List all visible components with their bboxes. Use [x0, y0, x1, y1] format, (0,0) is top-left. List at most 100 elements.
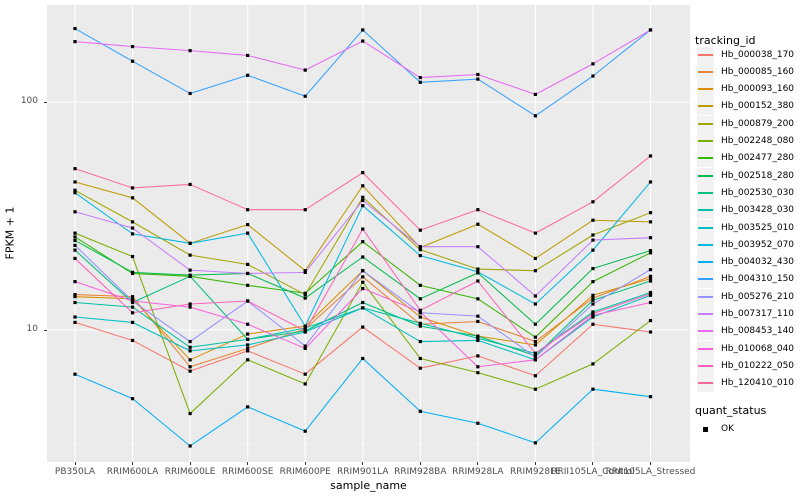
legend-key [697, 202, 714, 220]
data-point [73, 280, 77, 284]
data-point [476, 354, 480, 358]
data-point [476, 371, 480, 375]
legend-item-label: Hb_002518_280 [721, 170, 795, 181]
data-point [130, 254, 135, 259]
data-point [591, 387, 595, 391]
legend-key [697, 254, 714, 272]
data-point [591, 302, 595, 306]
data-point [418, 310, 422, 314]
data-point [246, 222, 250, 227]
data-point [303, 429, 307, 433]
legend-key-line [698, 313, 713, 315]
data-point [591, 62, 595, 66]
data-point [533, 92, 537, 96]
data-point [130, 305, 135, 309]
data-point [418, 409, 422, 413]
data-point [303, 346, 307, 351]
legend-key-line [698, 364, 713, 367]
data-point [73, 191, 77, 195]
data-point [361, 280, 365, 284]
data-point [591, 293, 595, 297]
legend-key [697, 271, 714, 289]
legend-key-line [698, 295, 713, 298]
data-point [418, 248, 422, 252]
legend-key [697, 46, 714, 64]
data-point [246, 53, 250, 58]
legend-item-label: Hb_010068_040 [721, 343, 795, 354]
legend-key [697, 340, 714, 358]
data-point [303, 344, 307, 348]
data-point [648, 236, 653, 240]
data-point [476, 319, 480, 324]
data-point [648, 211, 653, 215]
legend-key [697, 288, 714, 306]
legend-item-label: Hb_000879_200 [721, 118, 795, 129]
legend-item-label: Hb_000093_160 [721, 84, 795, 95]
data-point [418, 75, 422, 80]
data-point [303, 382, 307, 386]
data-point [361, 204, 365, 208]
legend-item-label: Hb_003952_070 [721, 239, 795, 250]
data-point [591, 233, 595, 237]
data-point [591, 296, 595, 300]
legend-key-line [698, 140, 713, 142]
data-point [130, 232, 135, 236]
legend-item-label: Hb_010222_050 [721, 360, 795, 371]
x-tick-mark [247, 462, 249, 465]
data-point [130, 397, 135, 401]
legend-key-line [698, 278, 713, 281]
data-point [476, 336, 480, 340]
legend-key-line [698, 122, 713, 125]
data-point [303, 324, 307, 328]
y-tick-label: 100 [20, 96, 38, 106]
data-point [476, 208, 480, 212]
data-point [188, 365, 192, 369]
x-tick-mark [419, 462, 421, 465]
data-point [418, 315, 422, 319]
x-tick-mark [650, 462, 651, 465]
data-point [361, 275, 365, 279]
legend-item-label: Hb_007317_110 [721, 309, 795, 319]
data-point [418, 339, 422, 344]
data-point [533, 355, 537, 359]
data-point [188, 302, 192, 306]
data-point [188, 182, 192, 187]
data-point [188, 91, 192, 96]
data-point [303, 270, 307, 274]
plot-canvas [47, 5, 690, 462]
data-point [361, 255, 365, 259]
data-point [418, 80, 422, 84]
data-point [533, 387, 537, 391]
data-point [188, 253, 192, 257]
data-point [188, 345, 192, 349]
data-point [130, 295, 135, 299]
y-tick-label: 10 [26, 324, 38, 334]
data-point [188, 444, 192, 448]
data-point [130, 320, 135, 324]
data-point [130, 297, 135, 301]
data-point [591, 218, 595, 222]
x-tick-label: RRIM600PE [279, 467, 331, 477]
legend-key [697, 236, 714, 254]
data-point [246, 73, 250, 77]
data-point [361, 306, 365, 310]
data-point [130, 220, 135, 224]
x-tick-label: RRIM600LA [106, 467, 159, 477]
legend-item-label: Hb_008453_140 [721, 326, 795, 337]
data-point [591, 74, 595, 78]
data-point [303, 296, 307, 300]
data-point [188, 268, 192, 272]
legend-key [697, 219, 714, 237]
x-tick-label: RRII105LA_Stressed [605, 467, 696, 477]
legend-key [697, 167, 714, 185]
data-point [246, 322, 250, 326]
data-point [648, 330, 653, 334]
data-point [246, 299, 250, 303]
data-point [418, 297, 422, 301]
data-point [73, 315, 77, 319]
x-tick-mark [304, 462, 306, 465]
data-point [361, 198, 365, 203]
data-point [73, 180, 77, 184]
data-point [188, 274, 192, 278]
data-point [303, 291, 307, 295]
